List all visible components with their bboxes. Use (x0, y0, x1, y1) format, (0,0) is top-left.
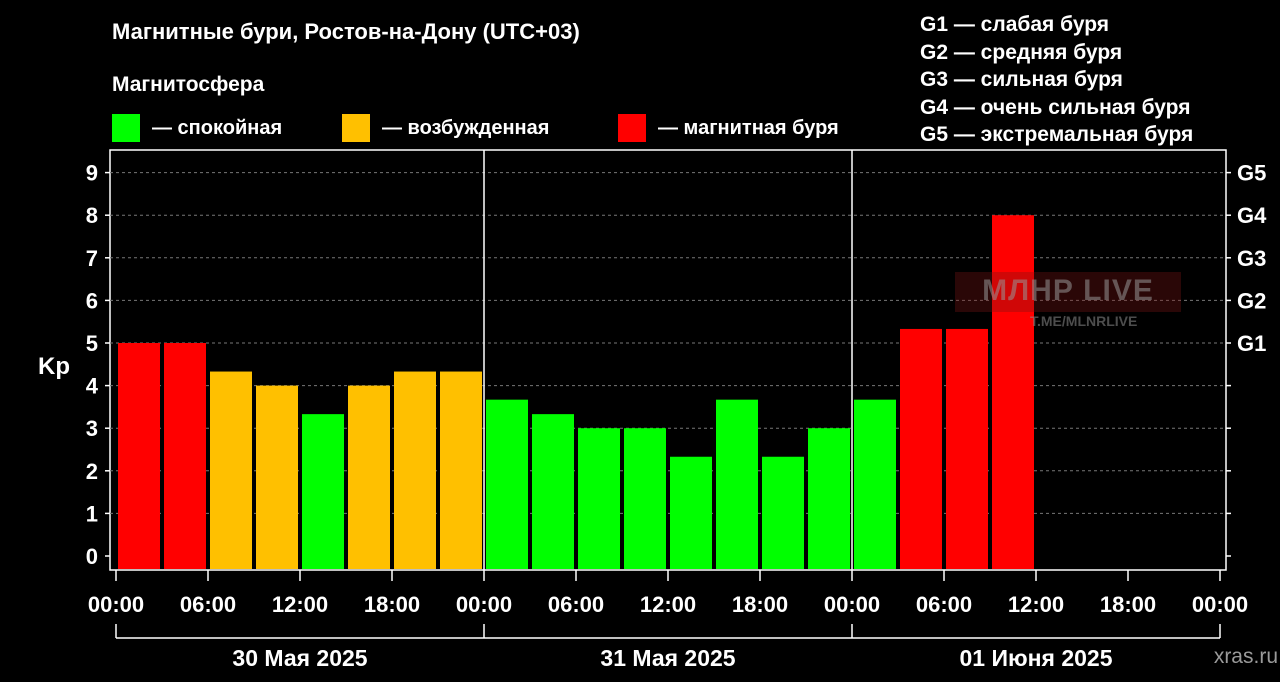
y-tick-label: 7 (86, 246, 98, 271)
legend-swatch-disturbed (342, 114, 370, 142)
y-tick-label: 1 (86, 501, 98, 526)
watermark-text: МЛНР LIVE (982, 274, 1154, 307)
kp-bar (624, 428, 666, 569)
source-label: xras.ru (1213, 645, 1278, 668)
x-tick-label: 00:00 (1192, 592, 1248, 617)
x-tick-label: 00:00 (88, 592, 144, 617)
right-tick-label: G5 (1237, 161, 1266, 186)
x-tick-label: 12:00 (640, 592, 696, 617)
kp-bar (486, 399, 528, 569)
legend-label-quiet: — спокойная (152, 116, 283, 139)
kp-bar (118, 343, 160, 569)
kp-bar (440, 371, 482, 569)
storm-scale-g4: G4 — очень сильная буря (920, 95, 1191, 119)
right-tick-label: G4 (1237, 203, 1267, 228)
x-tick-label: 06:00 (180, 592, 236, 617)
x-tick-label: 12:00 (1008, 592, 1064, 617)
y-tick-label: 5 (86, 331, 98, 356)
watermark-subtext: T.ME/MLNRLIVE (1030, 313, 1138, 329)
y-tick-label: 0 (86, 544, 98, 569)
x-tick-label: 00:00 (824, 592, 880, 617)
x-tick-label: 12:00 (272, 592, 328, 617)
x-tick-label: 18:00 (732, 592, 788, 617)
x-tick-label: 00:00 (456, 592, 512, 617)
legend-item-quiet: — спокойная (112, 114, 282, 142)
y-tick-label: 8 (86, 203, 98, 228)
x-tick-label: 18:00 (1100, 592, 1156, 617)
storm-scale-g3: G3 — сильная буря (920, 68, 1123, 91)
right-tick-label: G1 (1237, 331, 1266, 356)
y-axis-label: Kp (38, 353, 70, 380)
kp-bar (302, 414, 344, 569)
kp-bar (164, 343, 206, 569)
legend-swatch-quiet (112, 114, 140, 142)
y-tick-label: 9 (86, 161, 98, 186)
chart-title: Магнитные бури, Ростов-на-Дону (UTC+03) (112, 19, 580, 44)
kp-bar (256, 385, 298, 569)
day-label: 30 Мая 2025 (232, 645, 367, 671)
kp-bar (532, 414, 574, 569)
legend-item-disturbed: — возбужденная (342, 114, 549, 142)
kp-bar (854, 399, 896, 569)
right-tick-label: G3 (1237, 246, 1266, 271)
kp-bar (210, 371, 252, 569)
kp-bar (578, 428, 620, 569)
storm-scale-g5: G5 — экстремальная буря (920, 123, 1194, 146)
kp-bar (394, 371, 436, 569)
kp-bar (900, 328, 942, 569)
y-tick-label: 3 (86, 416, 98, 441)
watermark-logo: МЛНР LIVE (955, 272, 1181, 312)
kp-bar (670, 456, 712, 569)
kp-bar (992, 215, 1034, 569)
storm-scale-g2: G2 — средняя буря (920, 40, 1123, 64)
storm-scale-g1: G1 — слабая буря (920, 13, 1110, 36)
kp-bar (348, 385, 390, 569)
x-tick-label: 18:00 (364, 592, 420, 617)
y-tick-label: 4 (86, 374, 99, 399)
day-label: 01 Июня 2025 (959, 645, 1112, 671)
kp-bar (808, 428, 850, 569)
kp-bar (762, 456, 804, 569)
kp-bar (946, 328, 988, 569)
legend-swatch-storm (618, 114, 646, 142)
day-label: 31 Мая 2025 (600, 645, 735, 671)
legend-item-storm: — магнитная буря (618, 114, 839, 142)
x-tick-label: 06:00 (916, 592, 972, 617)
y-tick-label: 2 (86, 459, 98, 484)
storm-scale-legend: G1 — слабая буря G2 — средняя буря G3 — … (920, 11, 1193, 149)
right-tick-label: G2 (1237, 288, 1266, 313)
legend-label-disturbed: — возбужденная (382, 116, 550, 139)
magnetosphere-title: Магнитосфера (112, 73, 265, 96)
x-tick-label: 06:00 (548, 592, 604, 617)
legend-label-storm: — магнитная буря (658, 116, 839, 139)
y-tick-label: 6 (86, 288, 98, 313)
kp-bar (716, 399, 758, 569)
